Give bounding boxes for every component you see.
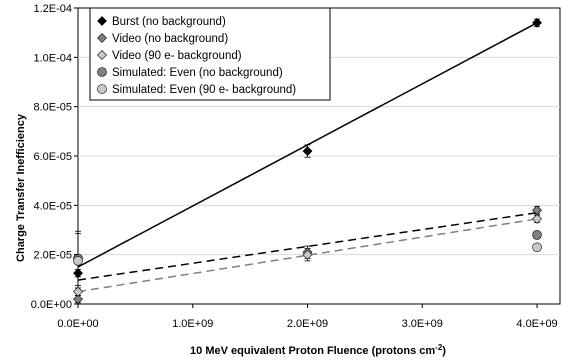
x-tick-label: 1.0E+09 [172,318,213,330]
y-tick-label: 1.0E-04 [33,52,72,64]
x-axis-title-suffix: ) [442,345,446,357]
x-tick-label: 3.0E+09 [402,318,443,330]
data-point-series-1 [303,147,312,156]
x-axis-title-main: 10 MeV equivalent Proton Fluence (proton… [190,345,435,357]
legend-label-3: Video (90 e- background) [112,50,242,62]
y-tick-label: 1.2E-04 [33,3,72,15]
y-axis-title: Charge Transfer Inefficiency [15,113,27,262]
y-tick-label: 0.0E+00 [31,299,72,311]
data-point-series-3 [533,214,542,223]
y-tick-label: 4.0E-05 [33,200,72,212]
legend: Burst (no background) Video (no backgroun… [90,8,330,100]
legend-label-2: Video (no background) [112,33,228,45]
x-tick-label: 2.0E+09 [287,318,328,330]
data-point-series-4 [533,230,542,239]
legend-marker-5 [98,85,107,94]
y-tick-label: 2.0E-05 [33,250,72,262]
x-tick-label: 4.0E+09 [516,318,557,330]
legend-label-5: Simulated: Even (90 e- background) [112,84,296,96]
y-tick-label: 6.0E-05 [33,151,72,163]
legend-label-4: Simulated: Even (no background) [112,67,283,79]
data-point-series-1 [533,18,542,27]
data-point-series-3 [74,287,83,296]
x-axis-title: 10 MeV equivalent Proton Fluence (proton… [190,343,446,357]
y-tick-label: 8.0E-05 [33,102,72,114]
legend-label-1: Burst (no background) [112,16,226,28]
data-point-series-5 [74,256,83,265]
data-point-series-5 [533,243,542,252]
x-tick-label: 0.0E+00 [57,318,98,330]
legend-marker-4 [98,68,107,77]
y-axis-ticks: 0.0E+00 2.0E-05 4.0E-05 6.0E-05 8.0E-05 1.0E-… [31,3,78,311]
x-axis-ticks: 0.0E+00 1.0E+09 2.0E+09 3.0E+09 4.0E+09 [57,304,557,330]
data-point-series-1 [74,269,83,278]
